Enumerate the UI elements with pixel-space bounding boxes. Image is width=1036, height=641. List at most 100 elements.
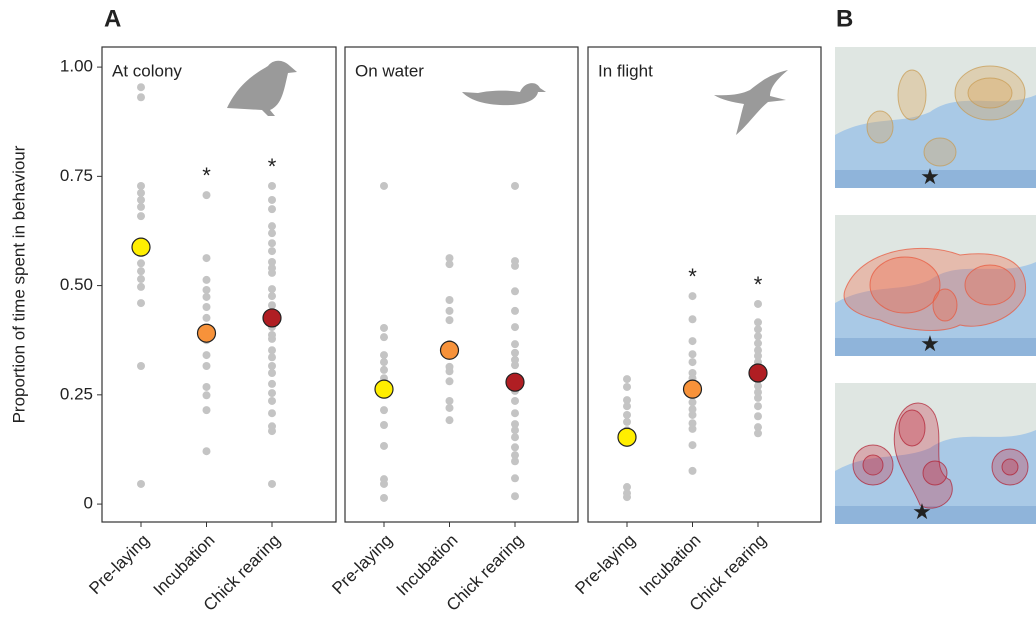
individual-point bbox=[268, 182, 276, 190]
individual-point bbox=[268, 247, 276, 255]
individual-point bbox=[754, 325, 762, 333]
individual-point bbox=[268, 285, 276, 293]
individual-point bbox=[137, 83, 145, 91]
figure: A B ★ ★ bbox=[0, 0, 1036, 641]
individual-point bbox=[268, 269, 276, 277]
individual-point bbox=[268, 362, 276, 370]
bird-icon bbox=[462, 83, 546, 105]
significance-marker: * bbox=[202, 163, 211, 188]
individual-point bbox=[689, 358, 697, 366]
panel-title: At colony bbox=[112, 61, 182, 80]
significance-marker: * bbox=[754, 272, 763, 297]
individual-point bbox=[137, 259, 145, 267]
individual-point bbox=[137, 283, 145, 291]
bird-icon bbox=[227, 61, 297, 116]
individual-point bbox=[511, 443, 519, 451]
individual-point bbox=[380, 421, 388, 429]
individual-point bbox=[511, 433, 519, 441]
x-tick-label: Incubation bbox=[636, 531, 705, 600]
individual-point bbox=[203, 303, 211, 311]
individual-point bbox=[203, 351, 211, 359]
individual-point bbox=[268, 229, 276, 237]
map: ★ bbox=[835, 47, 1036, 189]
panel-title: In flight bbox=[598, 61, 653, 80]
individual-point bbox=[446, 296, 454, 304]
individual-point bbox=[511, 287, 519, 295]
individual-point bbox=[137, 480, 145, 488]
individual-point bbox=[511, 409, 519, 417]
x-tick-label: Pre-laying bbox=[571, 531, 639, 599]
individual-point bbox=[137, 93, 145, 101]
individual-point bbox=[511, 492, 519, 500]
individual-point bbox=[689, 425, 697, 433]
bird-icon bbox=[714, 70, 788, 135]
individual-point bbox=[754, 300, 762, 308]
individual-point bbox=[689, 337, 697, 345]
individual-point bbox=[511, 361, 519, 369]
x-tick-label: Incubation bbox=[393, 531, 462, 600]
individual-point bbox=[268, 222, 276, 230]
y-tick-label: 0.75 bbox=[60, 166, 93, 185]
individual-point bbox=[137, 299, 145, 307]
y-tick-label: 1.00 bbox=[60, 57, 93, 76]
colony-star: ★ bbox=[912, 499, 932, 524]
individual-point bbox=[689, 350, 697, 358]
individual-point bbox=[754, 394, 762, 402]
mean-point bbox=[684, 380, 702, 398]
individual-point bbox=[446, 316, 454, 324]
individual-point bbox=[689, 292, 697, 300]
x-tick-label: Pre-laying bbox=[328, 531, 396, 599]
y-tick-label: 0 bbox=[84, 494, 93, 513]
panel-frame bbox=[102, 47, 336, 522]
individual-point bbox=[268, 353, 276, 361]
individual-point bbox=[623, 411, 631, 419]
mean-point bbox=[618, 428, 636, 446]
mean-point bbox=[441, 341, 459, 359]
individual-point bbox=[137, 267, 145, 275]
individual-point bbox=[203, 447, 211, 455]
individual-point bbox=[268, 205, 276, 213]
individual-point bbox=[446, 377, 454, 385]
colony-star: ★ bbox=[920, 331, 940, 356]
individual-point bbox=[137, 203, 145, 211]
individual-point bbox=[446, 367, 454, 375]
individual-point bbox=[380, 333, 388, 341]
individual-point bbox=[754, 429, 762, 437]
individual-point bbox=[203, 362, 211, 370]
individual-point bbox=[689, 315, 697, 323]
individual-point bbox=[268, 397, 276, 405]
individual-point bbox=[203, 191, 211, 199]
individual-point bbox=[137, 212, 145, 220]
individual-point bbox=[203, 314, 211, 322]
individual-point bbox=[511, 457, 519, 465]
individual-point bbox=[511, 397, 519, 405]
individual-point bbox=[446, 404, 454, 412]
individual-point bbox=[137, 182, 145, 190]
mean-point bbox=[132, 238, 150, 256]
individual-point bbox=[268, 335, 276, 343]
individual-point bbox=[137, 275, 145, 283]
individual-point bbox=[511, 474, 519, 482]
individual-point bbox=[511, 426, 519, 434]
significance-marker: * bbox=[268, 154, 277, 179]
individual-point bbox=[268, 239, 276, 247]
individual-point bbox=[689, 411, 697, 419]
individual-point bbox=[137, 189, 145, 197]
individual-point bbox=[380, 351, 388, 359]
individual-point bbox=[754, 412, 762, 420]
individual-point bbox=[380, 324, 388, 332]
x-tick-label: Incubation bbox=[150, 531, 219, 600]
individual-point bbox=[754, 339, 762, 347]
significance-marker: * bbox=[688, 264, 697, 289]
individual-point bbox=[203, 406, 211, 414]
individual-point bbox=[268, 292, 276, 300]
mean-point bbox=[375, 380, 393, 398]
individual-point bbox=[268, 301, 276, 309]
individual-point bbox=[203, 293, 211, 301]
individual-point bbox=[446, 307, 454, 315]
panel-frame bbox=[588, 47, 821, 522]
individual-point bbox=[268, 409, 276, 417]
y-axis-label: Proportion of time spent in behaviour bbox=[9, 145, 28, 423]
individual-point bbox=[511, 349, 519, 357]
individual-point bbox=[380, 358, 388, 366]
